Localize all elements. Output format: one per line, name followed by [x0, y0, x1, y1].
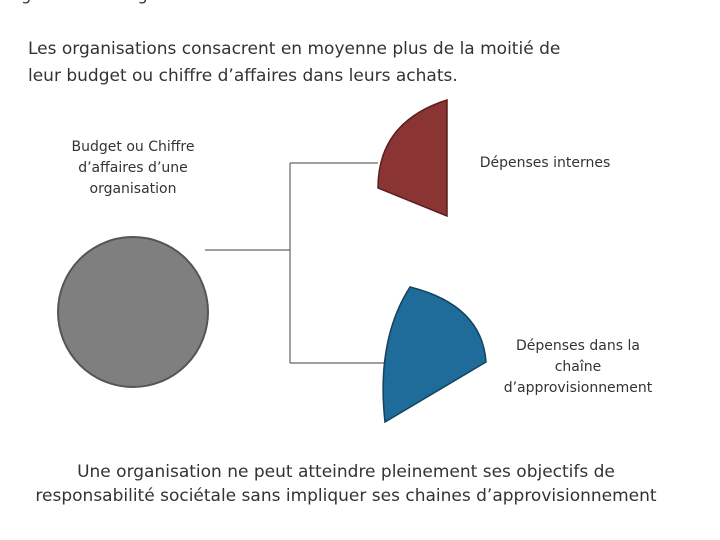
logo: .org	[0, 0, 31, 4]
footer: www.iso20400.org - 2017	[0, 0, 204, 4]
branch-label: Dépenses dans la	[516, 338, 640, 354]
conclusion: Une organisation ne peut atteindre plein…	[77, 462, 615, 482]
logo: 20400	[0, 0, 51, 4]
branch-share: 40%	[0, 0, 36, 4]
branch-label: chaîne	[555, 359, 602, 375]
branch-share: 60%	[0, 0, 36, 4]
internal-wedge	[377, 98, 448, 218]
logo: ISO	[0, 0, 27, 4]
branch-label: Dépenses internes	[480, 155, 611, 171]
branch-label: d’approvisionnement	[504, 380, 653, 396]
source-share: 100%	[0, 0, 46, 4]
source-label: d’affaires d’une	[78, 160, 188, 176]
supply-wedge	[382, 286, 487, 424]
budget-circle	[57, 236, 209, 388]
title: Les organisations consacrent en moyenne …	[28, 39, 560, 59]
title: leur budget ou chiffre d’affaires dans l…	[28, 66, 458, 86]
source-label: organisation	[90, 181, 177, 197]
conclusion: responsabilité sociétale sans impliquer …	[35, 486, 656, 506]
source-label: Budget ou Chiffre	[72, 139, 195, 155]
